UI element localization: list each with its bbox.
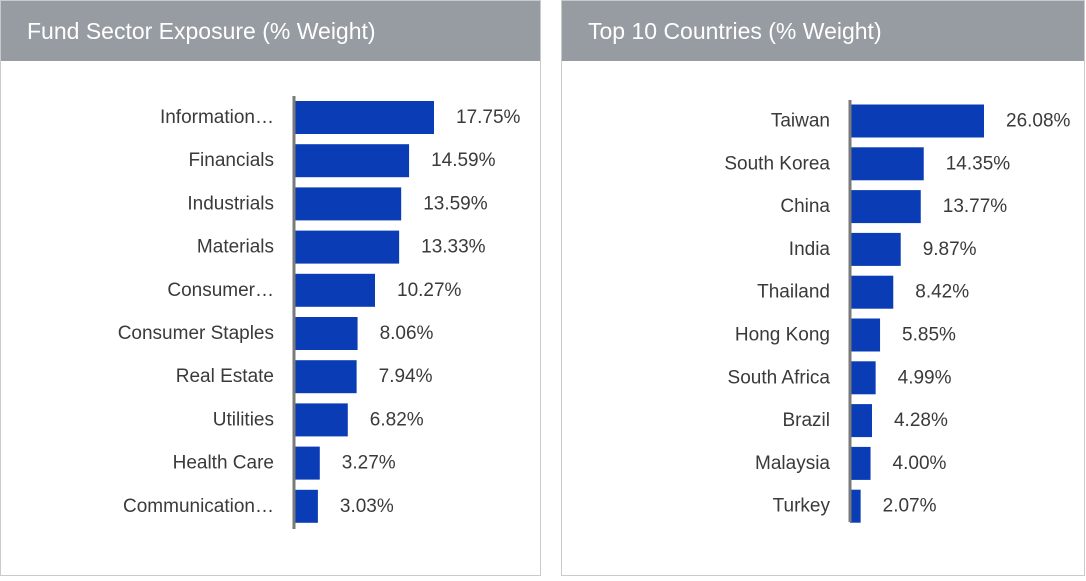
sector-bar [294,273,376,307]
sector-bar [294,317,358,350]
sector-exposure-title: Fund Sector Exposure (% Weight) [1,1,540,61]
country-bar [850,318,881,352]
country-value-label: 2.07% [883,496,937,517]
sector-bar [294,360,357,394]
sector-bar [294,187,402,221]
sector-category-label: Consumer Staples [118,323,274,344]
sector-value-label: 13.59% [423,193,488,214]
sector-category-label: Information… [160,107,274,128]
country-bar [850,275,894,309]
country-bar [850,446,871,480]
sector-category-label: Consumer… [167,280,274,301]
country-bar [850,190,921,224]
sector-value-label: 3.27% [342,453,396,474]
country-value-label: 4.00% [893,453,947,474]
country-bar [850,104,984,138]
country-category-label: India [789,239,831,260]
country-bar [850,232,901,266]
sector-value-label: 13.33% [421,237,486,258]
country-category-label: Taiwan [771,111,830,132]
country-category-label: China [780,196,830,217]
top-countries-panel: Top 10 Countries (% Weight) Taiwan 26.08%… [561,0,1085,576]
sector-value-label: 8.06% [380,323,434,344]
sector-value-label: 10.27% [397,280,462,301]
sector-category-label: Utilities [213,409,274,430]
sector-value-label: 7.94% [379,366,433,387]
country-value-label: 8.42% [915,282,969,303]
country-category-label: Thailand [757,282,830,303]
sector-exposure-chart: Information… 17.75% Financials 14.59% Indust… [118,96,521,529]
sector-bar [294,101,434,134]
sector-category-label: Real Estate [176,366,274,387]
sector-bar [294,403,348,437]
country-category-label: Turkey [773,496,831,517]
top-countries-title: Top 10 Countries (% Weight) [562,1,1084,61]
sector-value-label: 6.82% [370,409,424,430]
sector-bar [294,230,400,264]
sector-value-label: 17.75% [456,107,521,128]
sector-exposure-panel: Fund Sector Exposure (% Weight) Informat… [0,0,541,576]
country-value-label: 4.99% [898,367,952,388]
country-value-label: 4.28% [894,410,948,431]
country-value-label: 13.77% [943,196,1008,217]
sector-bar [294,144,410,178]
sector-bar [294,446,320,480]
country-bar [850,147,924,181]
country-bar [850,361,876,395]
sector-value-label: 14.59% [431,150,496,171]
country-value-label: 14.35% [946,153,1011,174]
country-bar [850,404,872,438]
sector-category-label: Industrials [187,193,274,214]
country-bar [850,489,861,523]
country-value-label: 5.85% [902,325,956,346]
country-value-label: 26.08% [1006,111,1071,132]
top-countries-chart: Taiwan 26.08% South Korea 14.35% China 13.77%… [724,100,1071,523]
sector-category-label: Communication… [123,496,274,517]
country-category-label: Brazil [782,410,830,431]
country-value-label: 9.87% [923,239,977,260]
sector-category-label: Health Care [173,453,274,474]
sector-bar [294,489,318,523]
country-category-label: South Korea [724,153,830,174]
country-category-label: Hong Kong [735,325,830,346]
sector-value-label: 3.03% [340,496,394,517]
sector-category-label: Financials [188,150,274,171]
country-category-label: South Africa [728,367,831,388]
sector-category-label: Materials [197,237,274,258]
country-category-label: Malaysia [755,453,830,474]
